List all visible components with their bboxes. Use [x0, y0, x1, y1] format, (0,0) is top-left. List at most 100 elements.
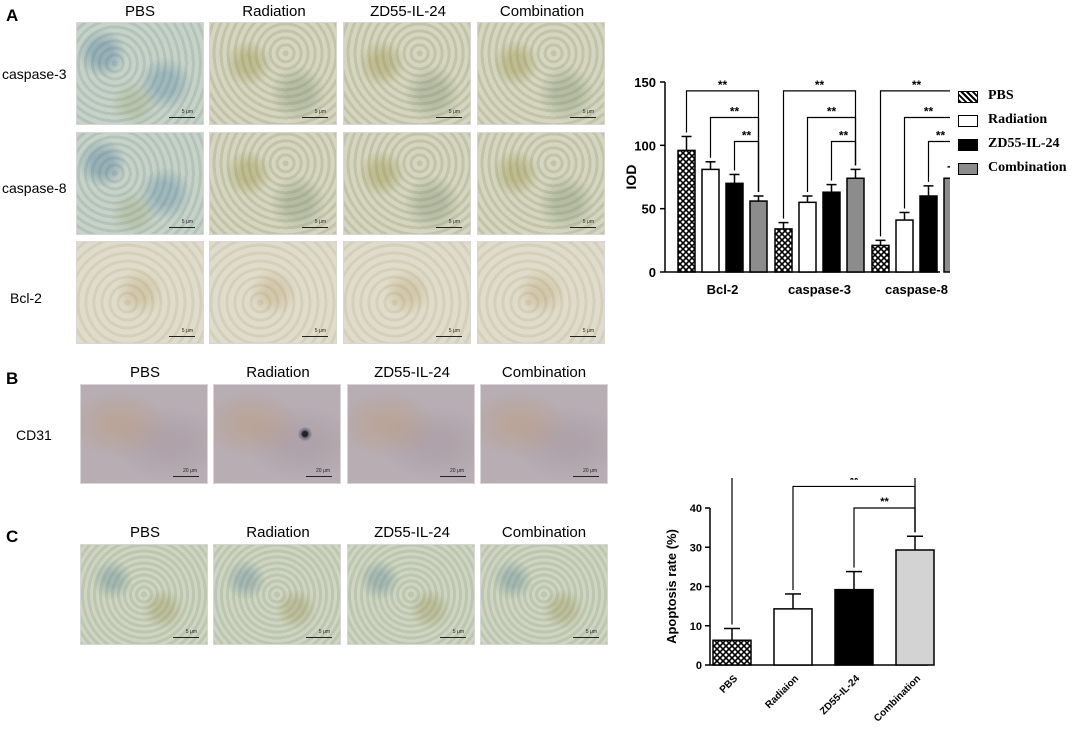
panel-letter-b: B — [6, 369, 19, 388]
micrograph-caspase8-combination: 5 μm — [477, 132, 605, 235]
a-row-bcl-2: Bcl-2 — [10, 290, 42, 306]
y-tick-label: 0 — [696, 660, 702, 672]
micrograph-bcl2-combination: 5 μm — [477, 241, 605, 344]
micrograph-apoptosis-radiation: 5 μm — [213, 544, 341, 645]
micrograph-apoptosis-combination: 5 μm — [480, 544, 608, 645]
bar-radiaion — [773, 608, 813, 666]
bar-combination — [895, 549, 935, 666]
micrograph-caspase3-zd55: 5 μm — [343, 22, 471, 125]
scalebar-label: 5 μm — [585, 629, 597, 635]
a-col-zd55: ZD55-IL-24 — [370, 3, 446, 20]
scalebar-label: 5 μm — [185, 629, 197, 635]
bar-zd55-il-24 — [834, 588, 874, 666]
micrograph-bcl2-radiation: 5 μm — [209, 241, 337, 344]
y-tick-label: 0 — [649, 265, 656, 280]
scalebar-label: 5 μm — [448, 328, 460, 334]
scalebar-label: 5 μm — [318, 629, 330, 635]
a-col-radiation: Radiation — [242, 3, 306, 20]
micrograph-bcl2-zd55: 5 μm — [343, 241, 471, 344]
legend-label-radiation: Radiation — [988, 112, 1048, 127]
x-tick-label: ZD55-IL-24 — [818, 673, 862, 717]
significance-bracket — [853, 507, 916, 568]
x-tick-label: Radiaion — [763, 673, 801, 711]
scalebar-label: 20 μm — [450, 468, 464, 474]
micrograph-caspase3-radiation: 5 μm — [209, 22, 337, 125]
y-tick-label: 150 — [634, 75, 656, 90]
scalebar-label: 20 μm — [183, 468, 197, 474]
significance-label: ** — [936, 129, 946, 143]
c-col-pbs: PBS — [129, 524, 160, 541]
panel-letter-c: C — [6, 527, 19, 546]
c-col-zd55: ZD55-IL-24 — [374, 524, 450, 541]
significance-bracket — [879, 90, 950, 237]
significance-label: ** — [742, 129, 752, 143]
x-tick-label: PBS — [718, 673, 741, 696]
micrograph-caspase8-zd55: 5 μm — [343, 132, 471, 235]
significance-label: ** — [912, 78, 922, 92]
micrograph-cd31-combination: 20 μm — [480, 384, 608, 484]
significance-label: ** — [815, 78, 825, 92]
scalebar-label: 5 μm — [314, 219, 326, 225]
bar-radiation — [798, 201, 817, 273]
micrograph-apoptosis-zd55: 5 μm — [347, 544, 475, 645]
significance-label: ** — [880, 496, 889, 508]
b-row-cd31: CD31 — [16, 427, 52, 443]
x-tick-label: Bcl-2 — [707, 282, 739, 297]
x-tick-label: Combination — [872, 673, 923, 724]
b-col-radiation: Radiation — [246, 364, 310, 381]
micrograph-bcl2-pbs: 5 μm — [76, 241, 204, 344]
scalebar-label: 5 μm — [181, 219, 193, 225]
bar-combination — [846, 177, 865, 273]
scalebar-label: 5 μm — [314, 109, 326, 115]
bar-combination — [943, 177, 950, 273]
b-col-combination: Combination — [501, 364, 587, 381]
significance-bracket — [927, 140, 950, 182]
scalebar-label: 5 μm — [314, 328, 326, 334]
y-tick-label: 30 — [690, 542, 702, 554]
micrograph-cd31-radiation: 20 μm — [213, 384, 341, 484]
legend-swatch-pbs — [958, 91, 978, 103]
scalebar-label: 20 μm — [316, 468, 330, 474]
significance-label: ** — [839, 129, 849, 143]
significance-label: ** — [827, 104, 837, 118]
legend-swatch-combination — [958, 163, 978, 175]
y-axis-label: IOD — [623, 165, 639, 190]
scalebar-label: 5 μm — [181, 328, 193, 334]
scalebar-label: 5 μm — [582, 328, 594, 334]
scalebar-label: 5 μm — [181, 109, 193, 115]
bar-zd55-il-24 — [725, 182, 744, 273]
significance-bracket — [903, 116, 950, 209]
bar-radiation — [895, 219, 914, 273]
apoptosis-bar-chart: 0 10 20 30 40 Apoptosis rate (%) PBS Radiaion ZD… — [664, 478, 935, 724]
a-row-caspase-3: caspase-3 — [2, 66, 67, 82]
y-axis-label: Apoptosis rate (%) — [664, 529, 679, 644]
bar-zd55-il-24 — [919, 195, 938, 273]
significance-bracket — [733, 140, 760, 192]
legend-label-pbs: PBS — [988, 88, 1014, 103]
a-col-combination: Combination — [499, 3, 585, 20]
micrograph-cd31-zd55: 20 μm — [347, 384, 475, 484]
significance-label: ** — [924, 104, 934, 118]
micrograph-cd31-pbs: 20 μm — [80, 384, 208, 484]
panel-letter-a: A — [6, 6, 19, 25]
y-tick-label: 50 — [642, 202, 656, 217]
scalebar-label: 5 μm — [448, 219, 460, 225]
bar-combination — [749, 200, 768, 273]
significance-bracket — [782, 90, 857, 219]
scalebar-label: 20 μm — [583, 468, 597, 474]
scalebar-label: 5 μm — [452, 629, 464, 635]
b-col-pbs: PBS — [129, 364, 160, 381]
micrograph-caspase3-combination: 5 μm — [477, 22, 605, 125]
c-col-combination: Combination — [501, 524, 587, 541]
micrograph-caspase8-pbs: 5 μm — [76, 132, 204, 235]
bar-pbs — [774, 228, 793, 273]
y-tick-label: 10 — [690, 621, 702, 633]
a-col-pbs: PBS — [124, 3, 155, 20]
bar-pbs — [712, 639, 752, 666]
x-tick-label: caspase-3 — [788, 282, 851, 297]
a-row-caspase-8: caspase-8 — [2, 180, 67, 196]
y-tick-label: 20 — [690, 582, 702, 594]
bar-radiation — [701, 168, 720, 273]
significance-label: ** — [718, 78, 728, 92]
